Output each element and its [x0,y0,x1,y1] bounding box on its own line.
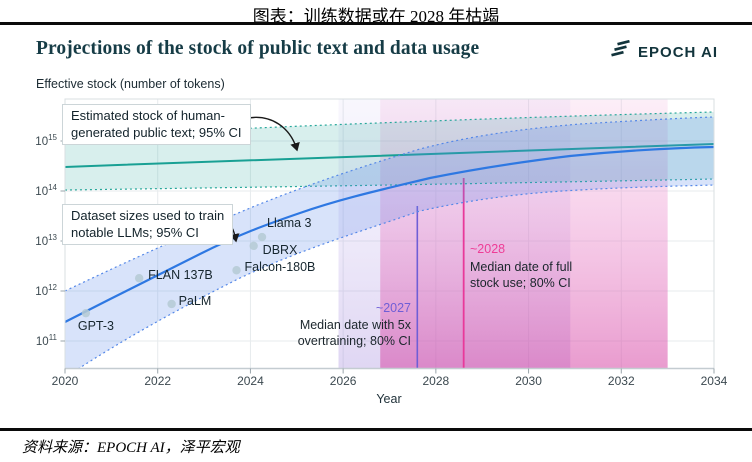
model-data-points [81,232,267,318]
stock-note-arrow [242,116,300,152]
chart-title: Projections of the stock of public text … [36,38,480,59]
dataset-size-series [65,116,714,369]
blue-ci-fill [65,117,714,369]
teal-median-line [65,143,714,168]
data-point-gpt-3 [81,308,91,318]
top-divider [0,22,752,25]
bottom-divider [0,428,752,431]
date-ci-bands [338,99,668,369]
blue-ci-lower [77,184,714,369]
source-note: 资料来源：EPOCH AI，泽平宏观 [22,440,240,456]
y-axis-title: Effective stock (number of tokens) [36,77,225,91]
data-point-dbrx [249,241,258,251]
blue-median-line [65,145,714,323]
median-date-lines [416,178,465,369]
epoch-logo-text: EPOCH AI [638,43,718,61]
epoch-ai-logo: EPOCH AI [610,39,718,64]
epoch-logo-icon [610,39,631,64]
data-point-flan-137b [134,274,144,283]
axis-tick-marks [60,140,715,374]
data-point-falcon-180b [232,266,241,275]
page-title: 图表：训练数据或在 2028 年枯竭 [252,7,500,26]
data-point-llama-3 [257,232,267,242]
data-point-palm [167,299,176,309]
full-stock-ci-band [380,99,668,369]
